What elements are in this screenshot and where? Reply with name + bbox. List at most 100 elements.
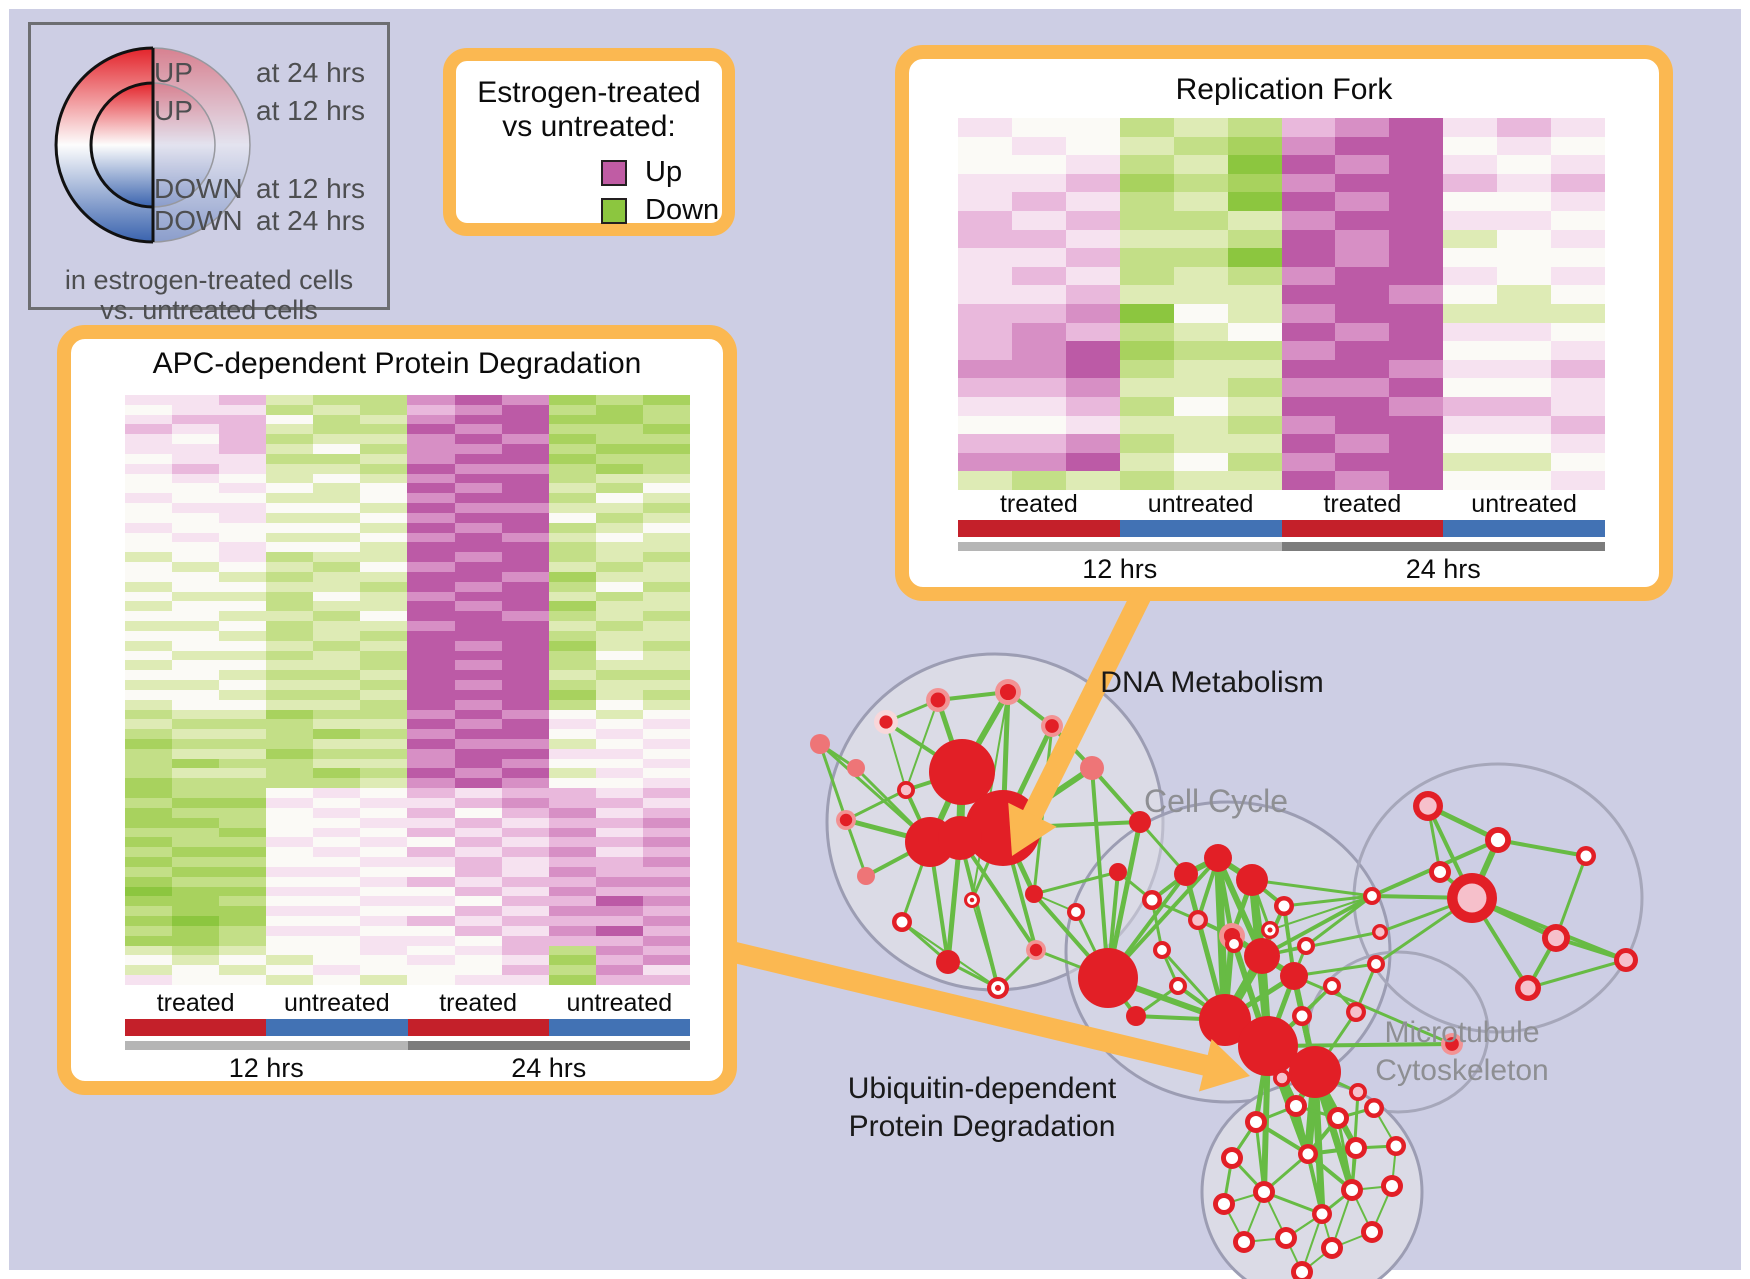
heatmap-cell — [266, 975, 314, 985]
heatmap-cell — [595, 729, 643, 739]
heatmap-cell — [125, 748, 173, 759]
heatmap-cell — [313, 611, 361, 622]
heatmap-cell — [407, 532, 455, 543]
heatmap-cell — [172, 532, 220, 543]
heatmap-cell — [125, 945, 173, 956]
heatmap-cell — [407, 630, 455, 641]
heatmap-cell — [172, 650, 220, 661]
heatmap-cell — [360, 807, 408, 818]
condition-labels: treated untreated treated untreated — [125, 989, 690, 1018]
heatmap-cell — [454, 552, 502, 563]
heatmap-cell — [1011, 396, 1066, 416]
heatmap-cell — [548, 709, 596, 720]
heatmap-cell — [642, 699, 690, 710]
heatmap-cell — [642, 473, 690, 484]
heatmap-cell — [595, 709, 643, 720]
heatmap-cell — [172, 827, 220, 838]
heatmap-cell — [1281, 266, 1336, 286]
heatmap-cell — [407, 788, 455, 798]
heatmap-cell — [1065, 341, 1120, 360]
heatmap-cell — [219, 640, 267, 651]
heatmap-cell — [1443, 210, 1498, 230]
heatmap-cell — [266, 896, 314, 907]
heatmap-cell — [125, 395, 173, 405]
heatmap-cell — [548, 621, 596, 631]
up-down-ring-diagram — [54, 46, 251, 244]
heatmap-cell — [1335, 322, 1390, 342]
heatmap-cell — [548, 797, 596, 808]
heatmap-cell — [595, 748, 643, 759]
heatmap-cell — [172, 955, 220, 966]
heatmap-cell — [501, 581, 549, 592]
heatmap-cell — [501, 483, 549, 494]
heatmap-cell — [219, 542, 267, 553]
heatmap-cell — [958, 210, 1012, 230]
heatmap-cell — [595, 857, 643, 867]
heatmap-cell — [219, 512, 267, 523]
heatmap-cell — [407, 719, 455, 730]
heatmap-cell — [548, 906, 596, 917]
heatmap-cell — [1065, 136, 1120, 156]
heatmap-cell — [360, 768, 408, 779]
heatmap-cell — [548, 827, 596, 838]
heatmap-cell — [407, 729, 455, 739]
heatmap-cell — [1443, 248, 1498, 267]
heatmap-cell — [548, 847, 596, 858]
heatmap-cell — [548, 975, 596, 985]
heatmap-cell — [454, 896, 502, 907]
heatmap-cell — [219, 807, 267, 818]
heatmap-cell — [313, 699, 361, 710]
heatmap-cell — [172, 522, 220, 533]
heatmap-cell — [219, 699, 267, 710]
heatmap-cell — [219, 738, 267, 749]
heatmap-cell — [501, 807, 549, 818]
heatmap-cell — [219, 571, 267, 582]
updown-legend-box: Estrogen-treated vs untreated: Up Down — [443, 48, 735, 236]
heatmap-cell — [1227, 378, 1282, 397]
heatmap-cell — [958, 322, 1012, 342]
heatmap-cell — [360, 522, 408, 533]
heatmap-cell — [313, 650, 361, 661]
heatmap-cell — [548, 434, 596, 445]
heatmap-cell — [548, 886, 596, 897]
heatmap-cell — [313, 660, 361, 671]
heatmap-cell — [548, 965, 596, 976]
heatmap-cell — [313, 817, 361, 828]
heatmap-cell — [1443, 303, 1498, 323]
heatmap-cell — [1011, 359, 1066, 379]
heatmap-cell — [548, 837, 596, 848]
heatmap-cell — [1443, 229, 1498, 249]
heatmap-cell — [548, 945, 596, 956]
heatmap-cell — [125, 453, 173, 464]
heatmap-cell — [501, 640, 549, 651]
group-label: treated — [156, 989, 235, 1017]
ring-row-dir: UP — [154, 57, 193, 88]
heatmap-cell — [313, 945, 361, 956]
heatmap-cell — [266, 935, 314, 946]
heatmap-cell — [1389, 285, 1444, 304]
heatmap-cell — [172, 965, 220, 976]
heatmap-cell — [454, 738, 502, 749]
heatmap-cell — [548, 493, 596, 504]
heatmap-cell — [360, 630, 408, 641]
heatmap-cell — [266, 680, 314, 690]
heatmap-cell — [595, 827, 643, 838]
heatmap-cell — [125, 906, 173, 917]
heatmap-cell — [1065, 396, 1120, 416]
heatmap-cell — [266, 965, 314, 976]
heatmap-cell — [407, 522, 455, 533]
heatmap-cell — [407, 876, 455, 887]
heatmap-cell — [642, 571, 690, 582]
heatmap-cell — [454, 975, 502, 985]
heatmap-cell — [548, 935, 596, 946]
heatmap-cell — [595, 886, 643, 897]
heatmap-cell — [172, 670, 220, 681]
heatmap-cell — [501, 916, 549, 926]
heatmap-cell — [125, 965, 173, 976]
heatmap-cell — [548, 650, 596, 661]
heatmap-cell — [219, 797, 267, 808]
heatmap-cell — [642, 591, 690, 602]
heatmap-cell — [266, 611, 314, 622]
heatmap-cell — [1011, 378, 1066, 397]
heatmap-cell — [313, 709, 361, 720]
